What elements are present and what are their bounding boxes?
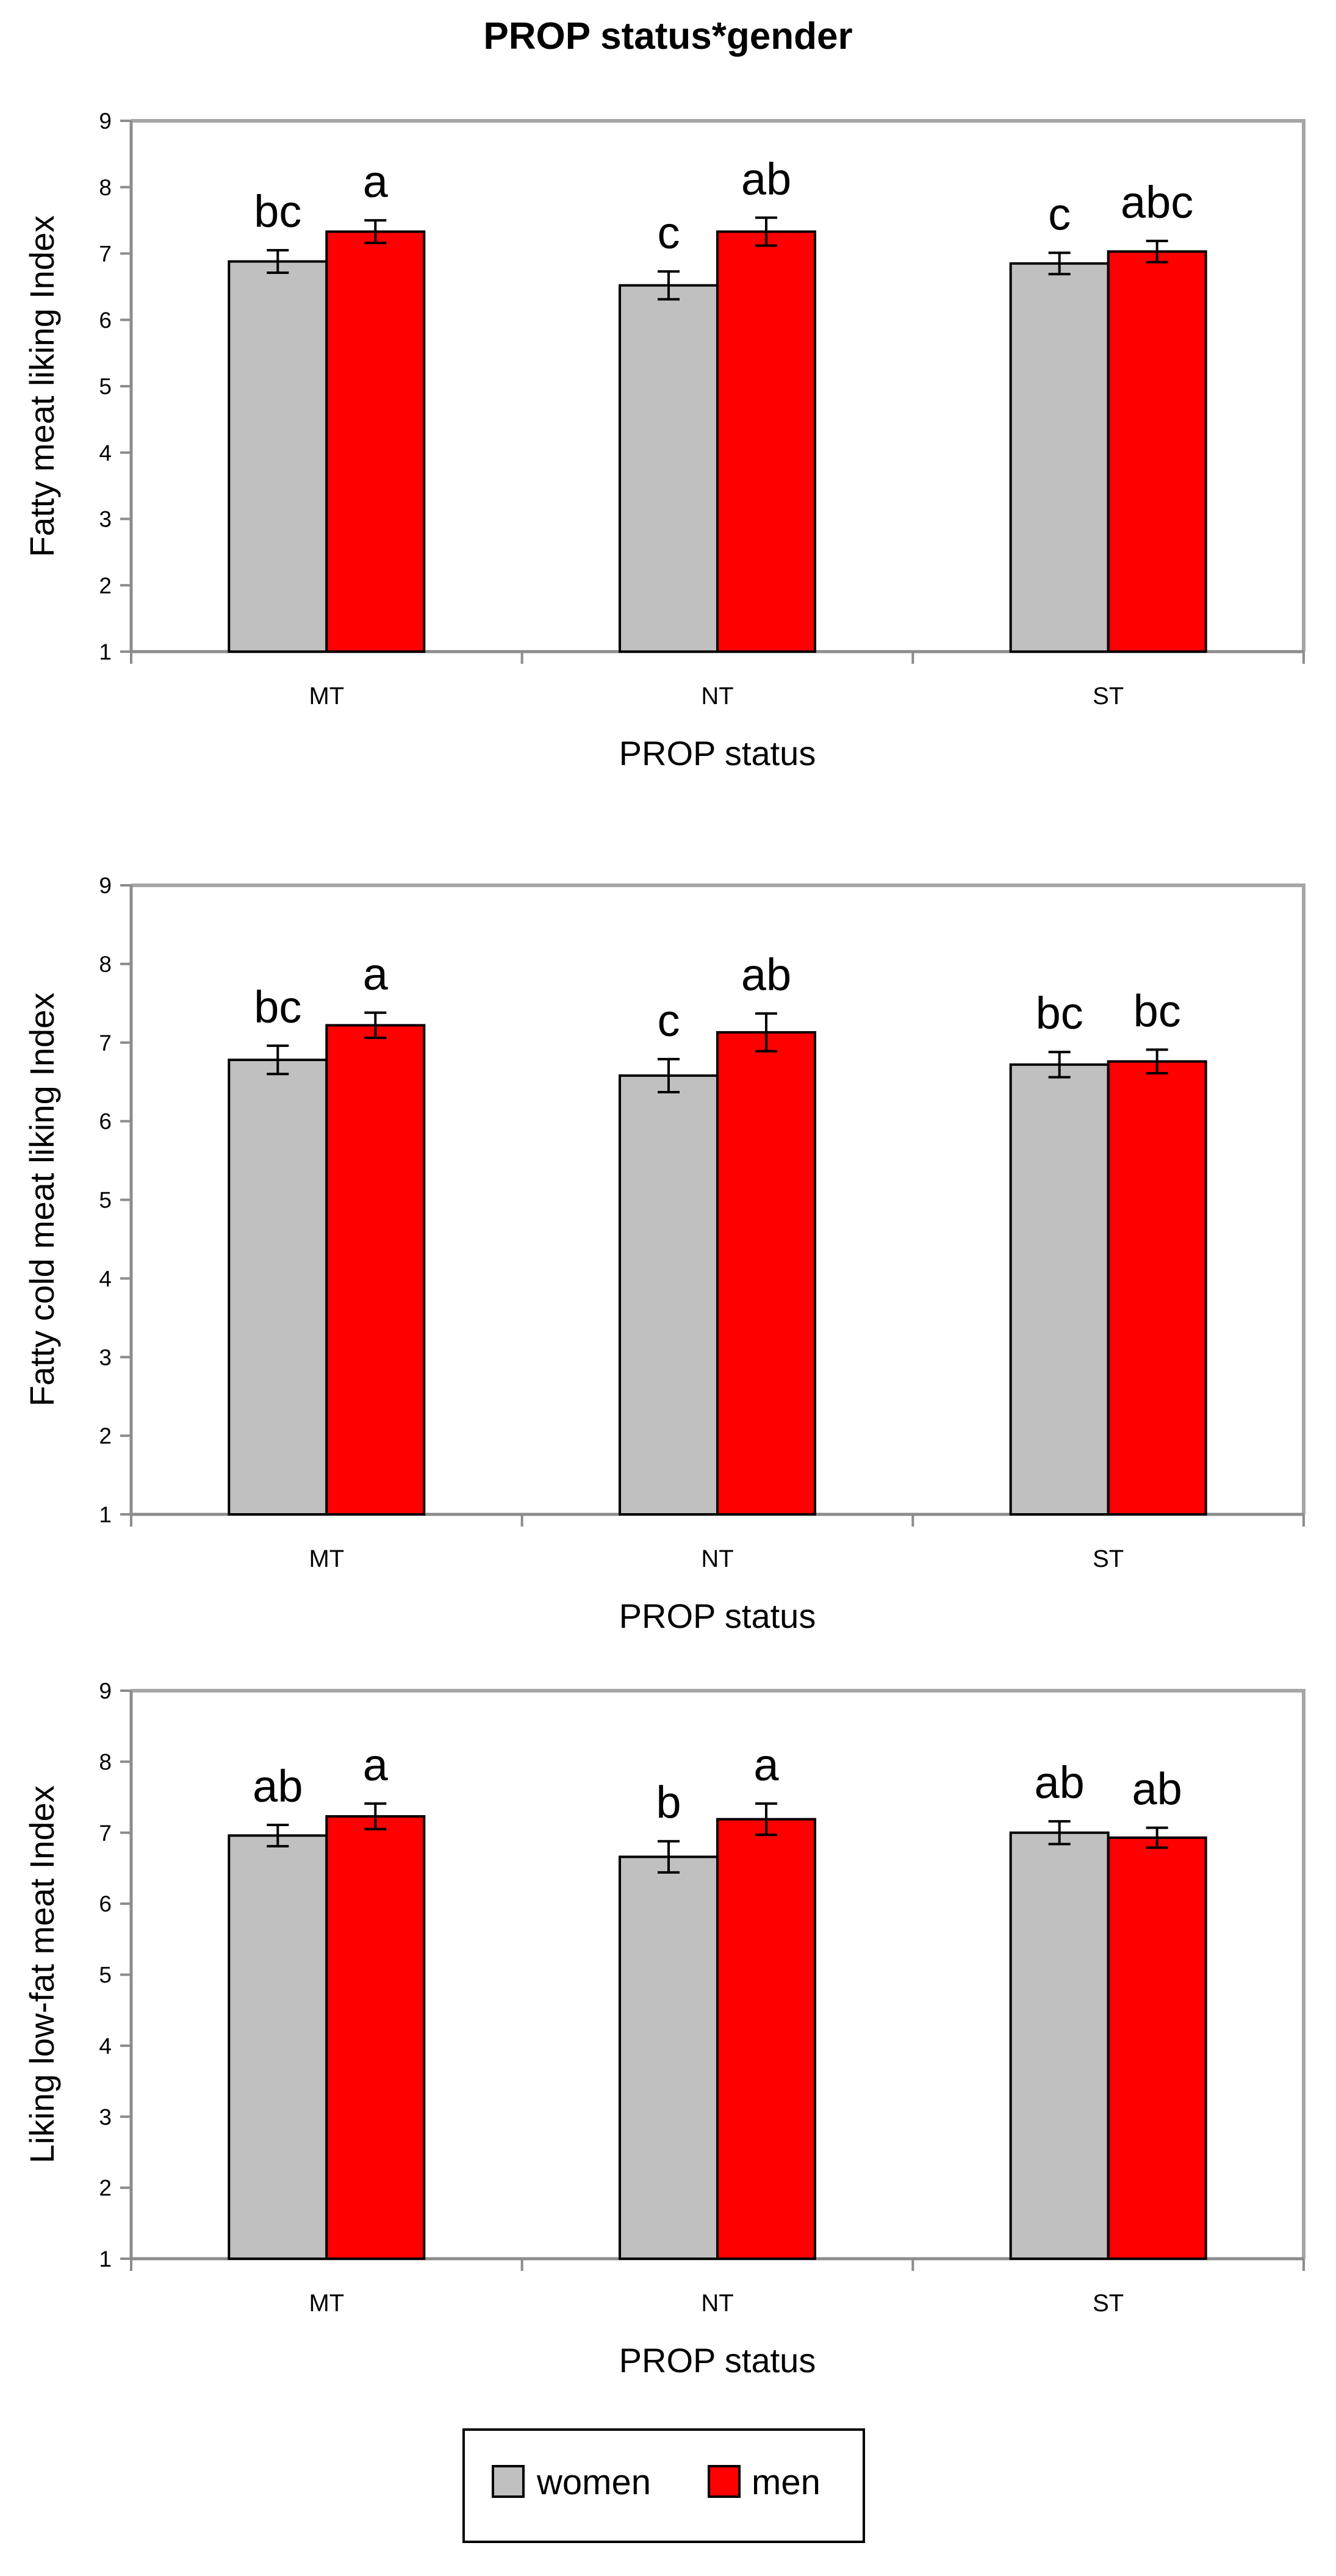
x-category-label: ST bbox=[1093, 683, 1124, 710]
bar-men-st bbox=[1107, 1836, 1207, 2260]
figure-title: PROP status*gender bbox=[483, 15, 852, 57]
y-tick-label: 9 bbox=[99, 109, 112, 134]
legend-box bbox=[462, 2428, 865, 2543]
significance-letter: c bbox=[1048, 189, 1071, 239]
legend-label-women: women bbox=[536, 2463, 651, 2502]
significance-letter: ab bbox=[253, 1761, 303, 1811]
bar-women-mt bbox=[228, 1834, 328, 2260]
y-tick-label: 9 bbox=[99, 1678, 112, 1704]
y-axis-title: Fatty cold meat liking Index bbox=[23, 993, 61, 1407]
y-axis-title: Liking low-fat meat Index bbox=[23, 1785, 61, 2163]
y-tick-label: 9 bbox=[99, 873, 112, 898]
y-tick-label: 5 bbox=[99, 1188, 112, 1213]
significance-letter: abc bbox=[1121, 177, 1193, 228]
legend: women men bbox=[462, 2428, 865, 2543]
significance-letter: bc bbox=[1133, 985, 1181, 1036]
plot-border bbox=[131, 1689, 1305, 2259]
y-tick-label: 2 bbox=[99, 1423, 112, 1448]
significance-letter: ab bbox=[741, 949, 791, 1000]
x-category-label: NT bbox=[701, 1545, 733, 1572]
y-tick-label: 7 bbox=[99, 1821, 112, 1846]
bar-men-mt bbox=[325, 1815, 426, 2260]
bar-men-nt bbox=[716, 1031, 816, 1516]
legend-label-men: men bbox=[752, 2463, 821, 2502]
bar-men-nt bbox=[716, 1818, 816, 2260]
plot-border bbox=[131, 883, 1305, 1514]
significance-letter: bc bbox=[254, 982, 301, 1032]
y-tick-label: 3 bbox=[99, 2104, 112, 2129]
significance-letter: c bbox=[658, 207, 680, 258]
x-axis-title: PROP status bbox=[619, 2341, 816, 2380]
bar-women-nt bbox=[619, 1855, 719, 2260]
y-tick-label: 4 bbox=[99, 441, 112, 466]
significance-letter: bc bbox=[254, 186, 301, 237]
significance-letter: a bbox=[363, 1740, 389, 1790]
bar-women-mt bbox=[228, 1059, 328, 1516]
x-category-label: MT bbox=[309, 2290, 344, 2317]
bar-men-nt bbox=[716, 230, 816, 653]
legend-swatch-women bbox=[492, 2465, 525, 2498]
significance-letter: b bbox=[656, 1777, 681, 1828]
y-tick-label: 6 bbox=[99, 1109, 112, 1134]
y-tick-label: 2 bbox=[99, 573, 112, 598]
x-axis-title: PROP status bbox=[619, 734, 816, 772]
x-category-label: MT bbox=[309, 1545, 344, 1572]
y-axis-title: Fatty meat liking Index bbox=[23, 215, 61, 557]
bar-men-st bbox=[1107, 1060, 1207, 1516]
y-tick-label: 4 bbox=[99, 2034, 112, 2059]
bar-men-mt bbox=[325, 230, 426, 653]
bar-men-st bbox=[1107, 250, 1207, 653]
significance-letter: c bbox=[658, 995, 680, 1046]
y-tick-label: 5 bbox=[99, 374, 112, 399]
significance-letter: ab bbox=[741, 154, 791, 204]
y-tick-label: 4 bbox=[99, 1266, 112, 1291]
x-category-label: ST bbox=[1093, 2290, 1124, 2317]
bar-women-st bbox=[1009, 1063, 1110, 1516]
x-category-label: NT bbox=[701, 2290, 733, 2317]
significance-letter: a bbox=[363, 156, 389, 207]
x-axis-title: PROP status bbox=[619, 1597, 816, 1635]
significance-letter: ab bbox=[1132, 1764, 1182, 1815]
x-category-label: ST bbox=[1093, 1545, 1124, 1572]
y-tick-label: 7 bbox=[99, 1031, 112, 1056]
bar-women-nt bbox=[619, 1074, 719, 1516]
bar-men-mt bbox=[325, 1024, 426, 1516]
significance-letter: ab bbox=[1035, 1757, 1085, 1808]
bar-women-st bbox=[1009, 1831, 1110, 2260]
bar-women-mt bbox=[228, 260, 328, 653]
y-tick-label: 8 bbox=[99, 1749, 112, 1774]
legend-swatch-men bbox=[708, 2465, 741, 2498]
x-category-label: NT bbox=[701, 683, 733, 710]
y-tick-label: 1 bbox=[99, 2247, 112, 2272]
significance-letter: bc bbox=[1036, 988, 1083, 1038]
y-tick-label: 5 bbox=[99, 1963, 112, 1988]
plot-border bbox=[131, 119, 1305, 652]
y-tick-label: 1 bbox=[99, 639, 112, 664]
significance-letter: a bbox=[753, 1740, 779, 1790]
y-tick-label: 6 bbox=[99, 1891, 112, 1916]
y-tick-label: 7 bbox=[99, 242, 112, 267]
bar-women-nt bbox=[619, 284, 719, 653]
y-tick-label: 1 bbox=[99, 1502, 112, 1527]
y-tick-label: 3 bbox=[99, 507, 112, 532]
y-tick-label: 8 bbox=[99, 175, 112, 200]
x-category-label: MT bbox=[309, 683, 344, 710]
significance-letter: a bbox=[363, 949, 389, 999]
y-tick-label: 3 bbox=[99, 1345, 112, 1370]
y-tick-label: 8 bbox=[99, 952, 112, 977]
bar-women-st bbox=[1009, 262, 1110, 653]
y-tick-label: 6 bbox=[99, 308, 112, 333]
y-tick-label: 2 bbox=[99, 2176, 112, 2201]
